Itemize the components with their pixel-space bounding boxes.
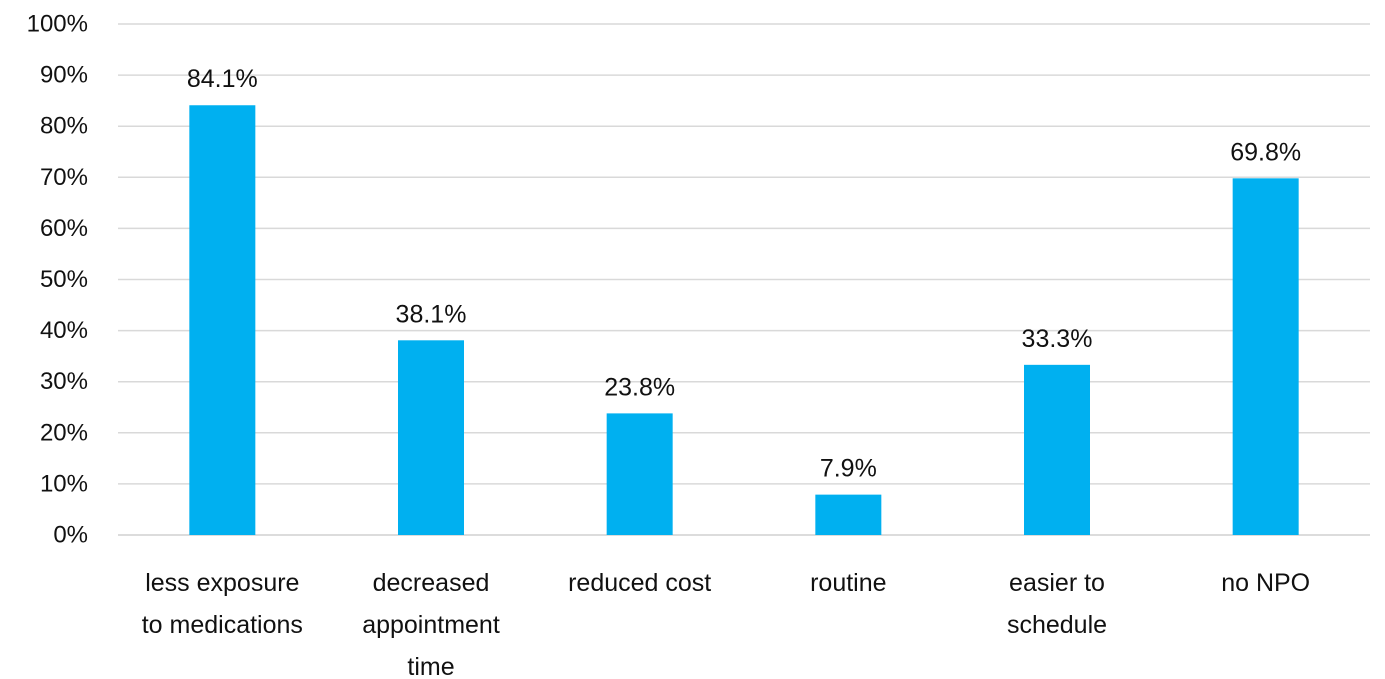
- category-label-line: time: [407, 653, 454, 679]
- data-label: 33.3%: [1022, 325, 1093, 353]
- bar: [606, 413, 673, 535]
- category-label-line: reduced cost: [568, 569, 711, 597]
- bar: [1024, 364, 1090, 535]
- y-tick-label: 10%: [40, 470, 88, 497]
- category-label-line: less exposure: [145, 569, 299, 597]
- category-label: routine: [810, 569, 886, 597]
- y-tick-label: 40%: [40, 317, 88, 344]
- bars: [189, 105, 1299, 536]
- y-tick-label: 100%: [27, 11, 88, 38]
- category-label-line: routine: [810, 569, 886, 597]
- data-label: 23.8%: [604, 373, 675, 401]
- category-label-line: easier to: [1009, 569, 1105, 597]
- y-tick-label: 30%: [40, 368, 88, 395]
- y-tick-label: 20%: [40, 419, 88, 446]
- category-label-line: decreased: [373, 569, 490, 597]
- y-tick-label: 70%: [40, 164, 88, 191]
- category-label: reduced cost: [568, 569, 711, 597]
- category-labels: less exposure to medications decreased appo…: [142, 569, 1310, 679]
- category-label: easier to schedule: [1007, 569, 1107, 639]
- bar: [815, 494, 882, 535]
- data-label: 7.9%: [820, 455, 877, 483]
- y-tick-label: 0%: [53, 522, 88, 549]
- y-tick-label: 60%: [40, 215, 88, 242]
- data-label: 84.1%: [187, 65, 258, 93]
- y-tick-label: 80%: [40, 113, 88, 140]
- category-label: decreased appointment time: [362, 569, 500, 679]
- data-labels: 84.1% 38.1% 23.8% 7.9% 33.3% 69.8%: [187, 65, 1301, 482]
- category-label-line: appointment: [362, 611, 500, 639]
- category-label-line: schedule: [1007, 611, 1107, 639]
- category-label-line: to medications: [142, 611, 303, 639]
- y-tick-label: 90%: [40, 62, 88, 89]
- gridlines: [118, 23, 1370, 536]
- category-label-line: no NPO: [1221, 569, 1310, 597]
- data-label: 69.8%: [1230, 138, 1301, 166]
- bar: [189, 105, 256, 536]
- y-axis-tick-labels: 0% 10% 20% 30% 40% 50% 60% 70% 80% 90% 100%: [27, 11, 88, 549]
- category-label: no NPO: [1221, 569, 1310, 597]
- bar: [398, 340, 464, 535]
- data-label: 38.1%: [396, 300, 467, 328]
- bar: [1232, 178, 1299, 535]
- category-label: less exposure to medications: [142, 569, 303, 639]
- y-tick-label: 50%: [40, 266, 88, 293]
